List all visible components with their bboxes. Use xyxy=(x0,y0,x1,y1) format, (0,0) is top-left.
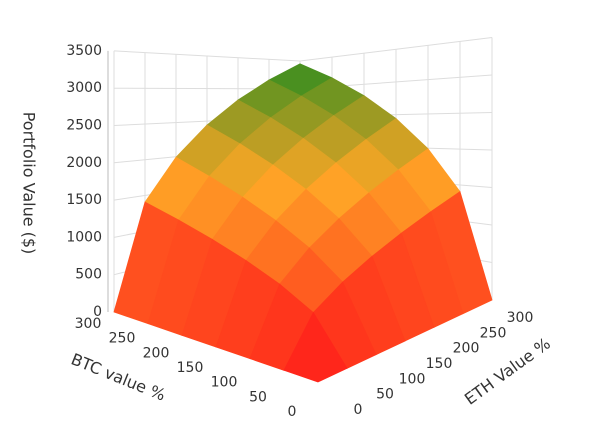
z-tick-label: 1000 xyxy=(66,229,102,245)
z-tick-label: 0 xyxy=(93,304,102,320)
y-tick-label: 150 xyxy=(426,356,453,372)
x-tick-label: 250 xyxy=(109,331,136,347)
x-tick-label: 50 xyxy=(249,389,267,405)
y-tick-label: 200 xyxy=(453,341,480,357)
y-tick-label: 50 xyxy=(376,387,394,403)
x-tick-label: 150 xyxy=(177,360,204,376)
x-tick-label: 200 xyxy=(143,345,170,361)
z-tick-label: 500 xyxy=(75,267,102,283)
z-tick-label: 3500 xyxy=(66,43,102,59)
z-tick-label: 3000 xyxy=(66,80,102,96)
x-tick-label: 300 xyxy=(75,316,102,332)
y-tick-label: 300 xyxy=(507,310,534,326)
z-tick-label: 2500 xyxy=(66,118,102,134)
z-axis-title: Portfolio Value ($) xyxy=(20,112,39,255)
y-tick-label: 250 xyxy=(480,325,507,341)
y-tick-label: 0 xyxy=(354,402,363,418)
z-tick-label: 1500 xyxy=(66,192,102,208)
y-tick-label: 100 xyxy=(399,371,426,387)
z-tick-label: 2000 xyxy=(66,155,102,171)
x-tick-label: 0 xyxy=(288,404,297,420)
surface-patch xyxy=(283,311,348,383)
x-tick-label: 100 xyxy=(211,375,238,391)
